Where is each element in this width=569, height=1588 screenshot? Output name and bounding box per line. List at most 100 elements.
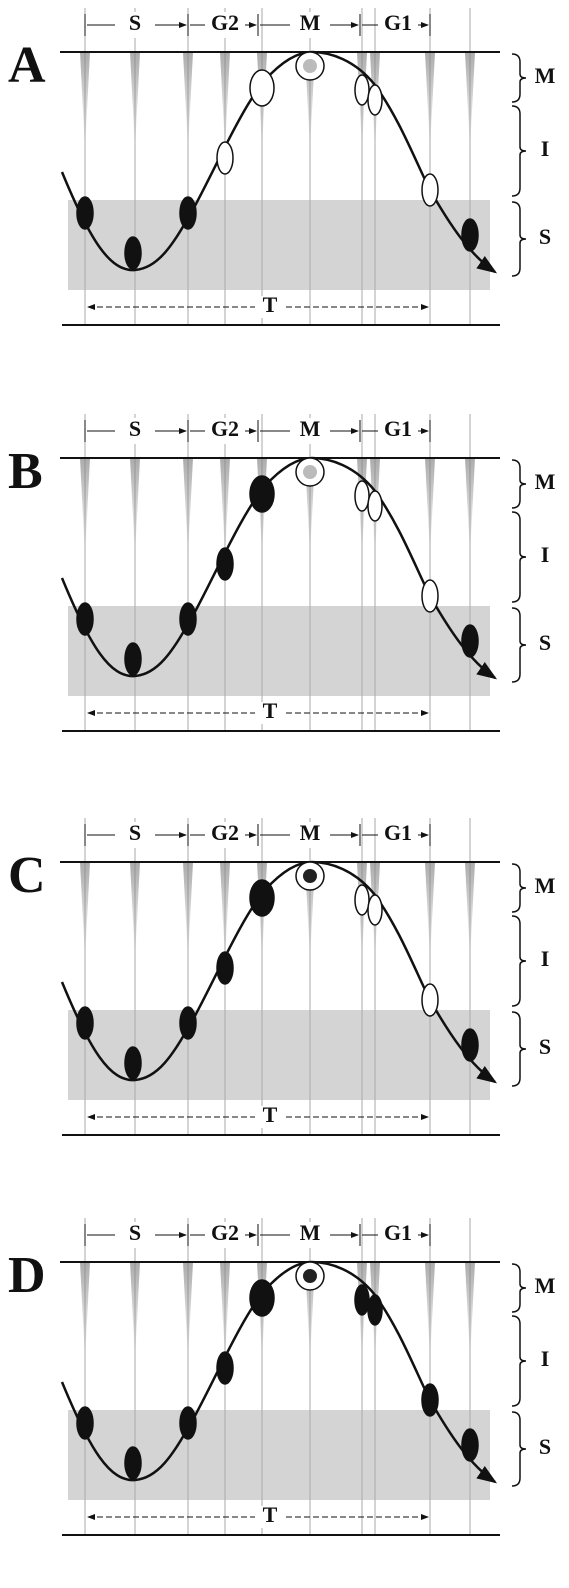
cell <box>124 1046 142 1080</box>
cell <box>354 1284 370 1316</box>
zone-label: M <box>535 63 556 88</box>
phase-label: S <box>129 10 141 35</box>
brace <box>511 863 527 913</box>
smear <box>130 1262 140 1360</box>
label-bg <box>290 1222 330 1248</box>
cell <box>421 983 439 1017</box>
cell <box>367 490 383 522</box>
cell <box>124 642 142 676</box>
panel-label: C <box>8 847 46 904</box>
chromosomes <box>303 869 317 883</box>
period-label: T <box>263 1102 278 1127</box>
panel-label: B <box>8 443 43 500</box>
smear <box>80 458 90 556</box>
smear <box>425 52 435 150</box>
phase-label: G1 <box>384 1220 412 1245</box>
period-label: T <box>263 1502 278 1527</box>
label-bg <box>115 418 155 444</box>
zone-label: M <box>535 469 556 494</box>
cell <box>461 1428 479 1462</box>
smear <box>220 52 230 150</box>
label-bg <box>115 1222 155 1248</box>
chromosomes <box>303 1269 317 1283</box>
phase-label: S <box>129 820 141 845</box>
chromosomes <box>303 59 317 73</box>
cell <box>216 547 234 581</box>
cell <box>354 884 370 916</box>
brace <box>511 105 527 197</box>
brace <box>511 201 527 277</box>
cell <box>421 579 439 613</box>
cell <box>124 1446 142 1480</box>
label-bg <box>290 418 330 444</box>
label-bg <box>255 1106 285 1128</box>
panel-label: D <box>8 1247 46 1304</box>
smear <box>425 1262 435 1360</box>
phase-label: G2 <box>211 416 239 441</box>
label-bg <box>205 1222 245 1248</box>
cell <box>249 1279 275 1317</box>
zone-label: I <box>541 542 550 567</box>
brace <box>511 1263 527 1313</box>
smear <box>183 458 193 556</box>
label-bg <box>378 1222 418 1248</box>
phase-label: G2 <box>211 10 239 35</box>
period-label: T <box>263 698 278 723</box>
smear <box>130 458 140 556</box>
phase-label: M <box>300 820 321 845</box>
smear <box>425 862 435 960</box>
cell <box>421 1383 439 1417</box>
phase-label: G2 <box>211 1220 239 1245</box>
phase-label: M <box>300 416 321 441</box>
smear <box>465 52 475 150</box>
label-bg <box>290 822 330 848</box>
zone-label: M <box>535 1273 556 1298</box>
smear <box>183 862 193 960</box>
zone-label: S <box>539 224 551 249</box>
label-bg <box>115 822 155 848</box>
cell <box>216 951 234 985</box>
label-bg <box>205 418 245 444</box>
phase-label: G2 <box>211 820 239 845</box>
phase-label: S <box>129 416 141 441</box>
cell <box>216 1351 234 1385</box>
panel: C S G2 M G1 M I S T <box>8 818 556 1136</box>
zone-label: I <box>541 946 550 971</box>
label-bg <box>378 12 418 38</box>
cell <box>76 1406 94 1440</box>
brace <box>511 53 527 103</box>
smear <box>220 458 230 556</box>
panel: B S G2 M G1 M I S T <box>8 414 556 732</box>
cell <box>179 1006 197 1040</box>
smear <box>130 52 140 150</box>
phase-label: G1 <box>384 10 412 35</box>
smear <box>183 1262 193 1360</box>
cell <box>249 879 275 917</box>
cell <box>249 69 275 107</box>
cell <box>76 1006 94 1040</box>
brace <box>511 915 527 1007</box>
zone-label: I <box>541 136 550 161</box>
zone-label: I <box>541 1346 550 1371</box>
label-bg <box>290 12 330 38</box>
label-bg <box>205 12 245 38</box>
brace <box>511 1011 527 1087</box>
phase-label: G1 <box>384 820 412 845</box>
smear <box>80 862 90 960</box>
cell <box>461 218 479 252</box>
smear <box>465 862 475 960</box>
panel: A S G2 M G1 M I S T <box>8 8 556 326</box>
zone-label: M <box>535 873 556 898</box>
cell <box>367 1294 383 1326</box>
cell <box>76 196 94 230</box>
smear <box>80 52 90 150</box>
cell <box>179 1406 197 1440</box>
smear <box>130 862 140 960</box>
cell <box>367 84 383 116</box>
brace <box>511 459 527 509</box>
panel: D S G2 M G1 M I S T <box>8 1218 556 1536</box>
phase-label: S <box>129 1220 141 1245</box>
cell <box>249 475 275 513</box>
phase-label: G1 <box>384 416 412 441</box>
brace <box>511 511 527 603</box>
